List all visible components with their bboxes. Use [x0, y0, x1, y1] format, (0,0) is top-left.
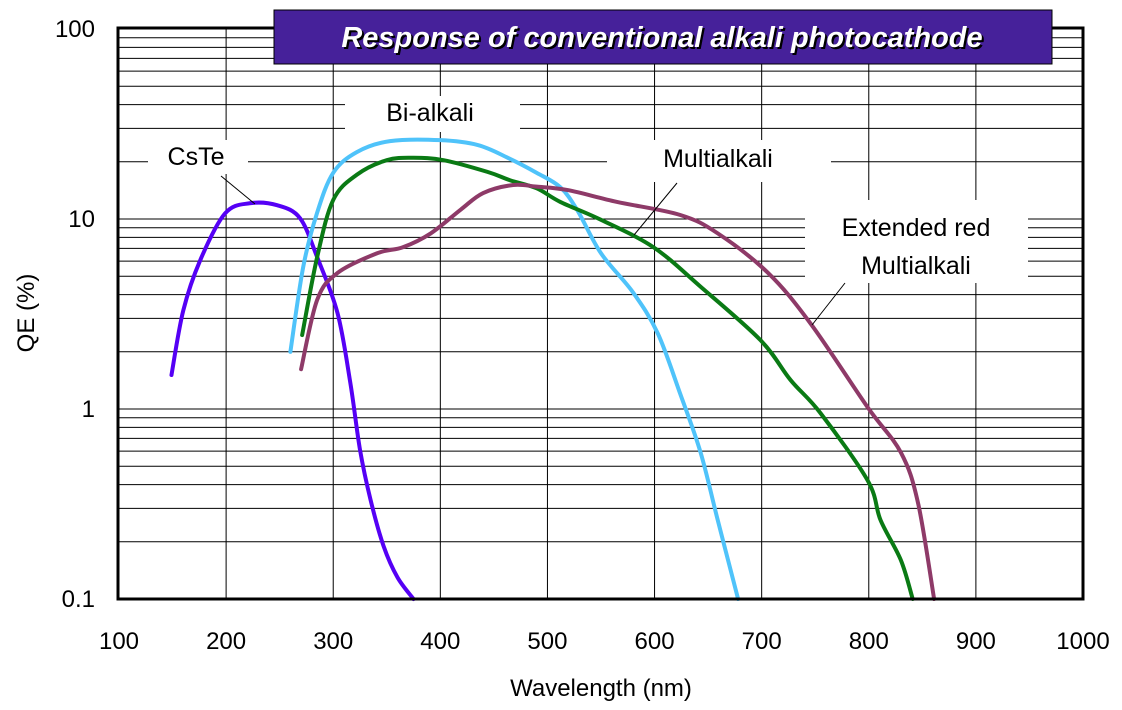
y-axis-label: QE (%) — [13, 274, 40, 353]
y-tick-label: 0.1 — [62, 586, 95, 613]
extended-leader-line — [811, 282, 846, 326]
bialkali-label: Bi-alkali — [386, 99, 474, 127]
x-tick-label: 500 — [527, 628, 567, 655]
x-tick-label: 300 — [313, 628, 353, 655]
x-tick-label: 800 — [849, 628, 889, 655]
cste-label: CsTe — [168, 143, 225, 171]
series-multialkali — [300, 155, 915, 601]
multialkali-leader-line — [633, 182, 678, 236]
title-box — [273, 9, 1053, 65]
extended-label-line2: Multialkali — [861, 252, 971, 280]
bialkali-label-box — [345, 96, 520, 132]
extended-label-line1: Extended red — [842, 214, 991, 242]
grid — [119, 29, 1083, 599]
extended-label-box — [805, 200, 1028, 283]
x-tick-labels: 100 200 300 400 500 600 700 800 900 1000 — [99, 628, 1110, 655]
multialkali-label: Multialkali — [663, 145, 773, 173]
curves — [169, 137, 937, 601]
y-tick-label: 1 — [82, 396, 95, 423]
y-tick-labels: 0.1 1 10 100 — [55, 16, 95, 613]
x-tick-label: 900 — [956, 628, 996, 655]
cste-label-box — [148, 140, 248, 174]
x-tick-label: 700 — [742, 628, 782, 655]
x-tick-label: 600 — [635, 628, 675, 655]
series-extended-red-multialkali — [299, 182, 937, 601]
x-tick-label: 1000 — [1056, 628, 1109, 655]
multialkali-label-box — [607, 140, 831, 182]
y-tick-label: 100 — [55, 16, 95, 43]
series-bi-alkali — [288, 137, 741, 601]
series-cste — [169, 200, 416, 601]
plot-border — [116, 26, 1085, 601]
y-tick-label: 10 — [68, 206, 95, 233]
x-tick-label: 100 — [99, 628, 139, 655]
x-tick-label: 400 — [420, 628, 460, 655]
chart-title: Response of conventional alkali photocat… — [341, 22, 982, 54]
cste-leader-line — [220, 175, 256, 205]
x-axis-label: Wavelength (nm) — [510, 675, 692, 702]
x-tick-label: 200 — [206, 628, 246, 655]
